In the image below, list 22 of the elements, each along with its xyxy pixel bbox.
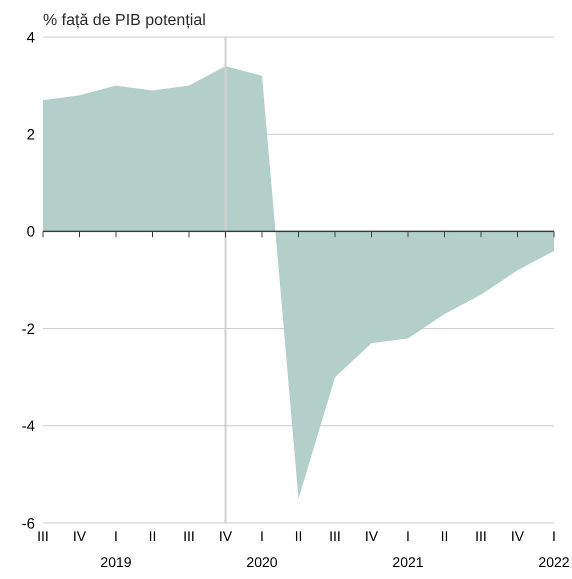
x-tick-label: I 2020 [246, 528, 278, 570]
x-tick-label: III [37, 528, 49, 544]
y-axis-title: % față de PIB potențial [43, 12, 206, 30]
x-tick-label: III [475, 528, 487, 544]
y-tick-label: -4 [22, 418, 35, 436]
x-tick-label: II [440, 528, 448, 544]
x-tick-label: IV [218, 528, 233, 544]
y-tick-label: -2 [22, 320, 35, 338]
x-tick-label: I 2019 [100, 528, 132, 570]
y-tick-label: 4 [26, 29, 35, 46]
x-tick-label: I 2022 [538, 528, 570, 570]
y-tick-label: 0 [26, 224, 35, 241]
x-tick-label: II [294, 528, 302, 544]
x-tick-label: II [148, 528, 156, 544]
x-tick-label: IV [72, 528, 87, 544]
x-tick-label: I 2021 [392, 528, 424, 570]
x-tick-label: IV [510, 528, 525, 544]
y-tick-label: -6 [22, 515, 35, 532]
x-tick-label: III [329, 528, 341, 544]
x-tick-label: IV [364, 528, 379, 544]
y-tick-label: 2 [26, 126, 35, 144]
x-tick-label: III [183, 528, 195, 544]
